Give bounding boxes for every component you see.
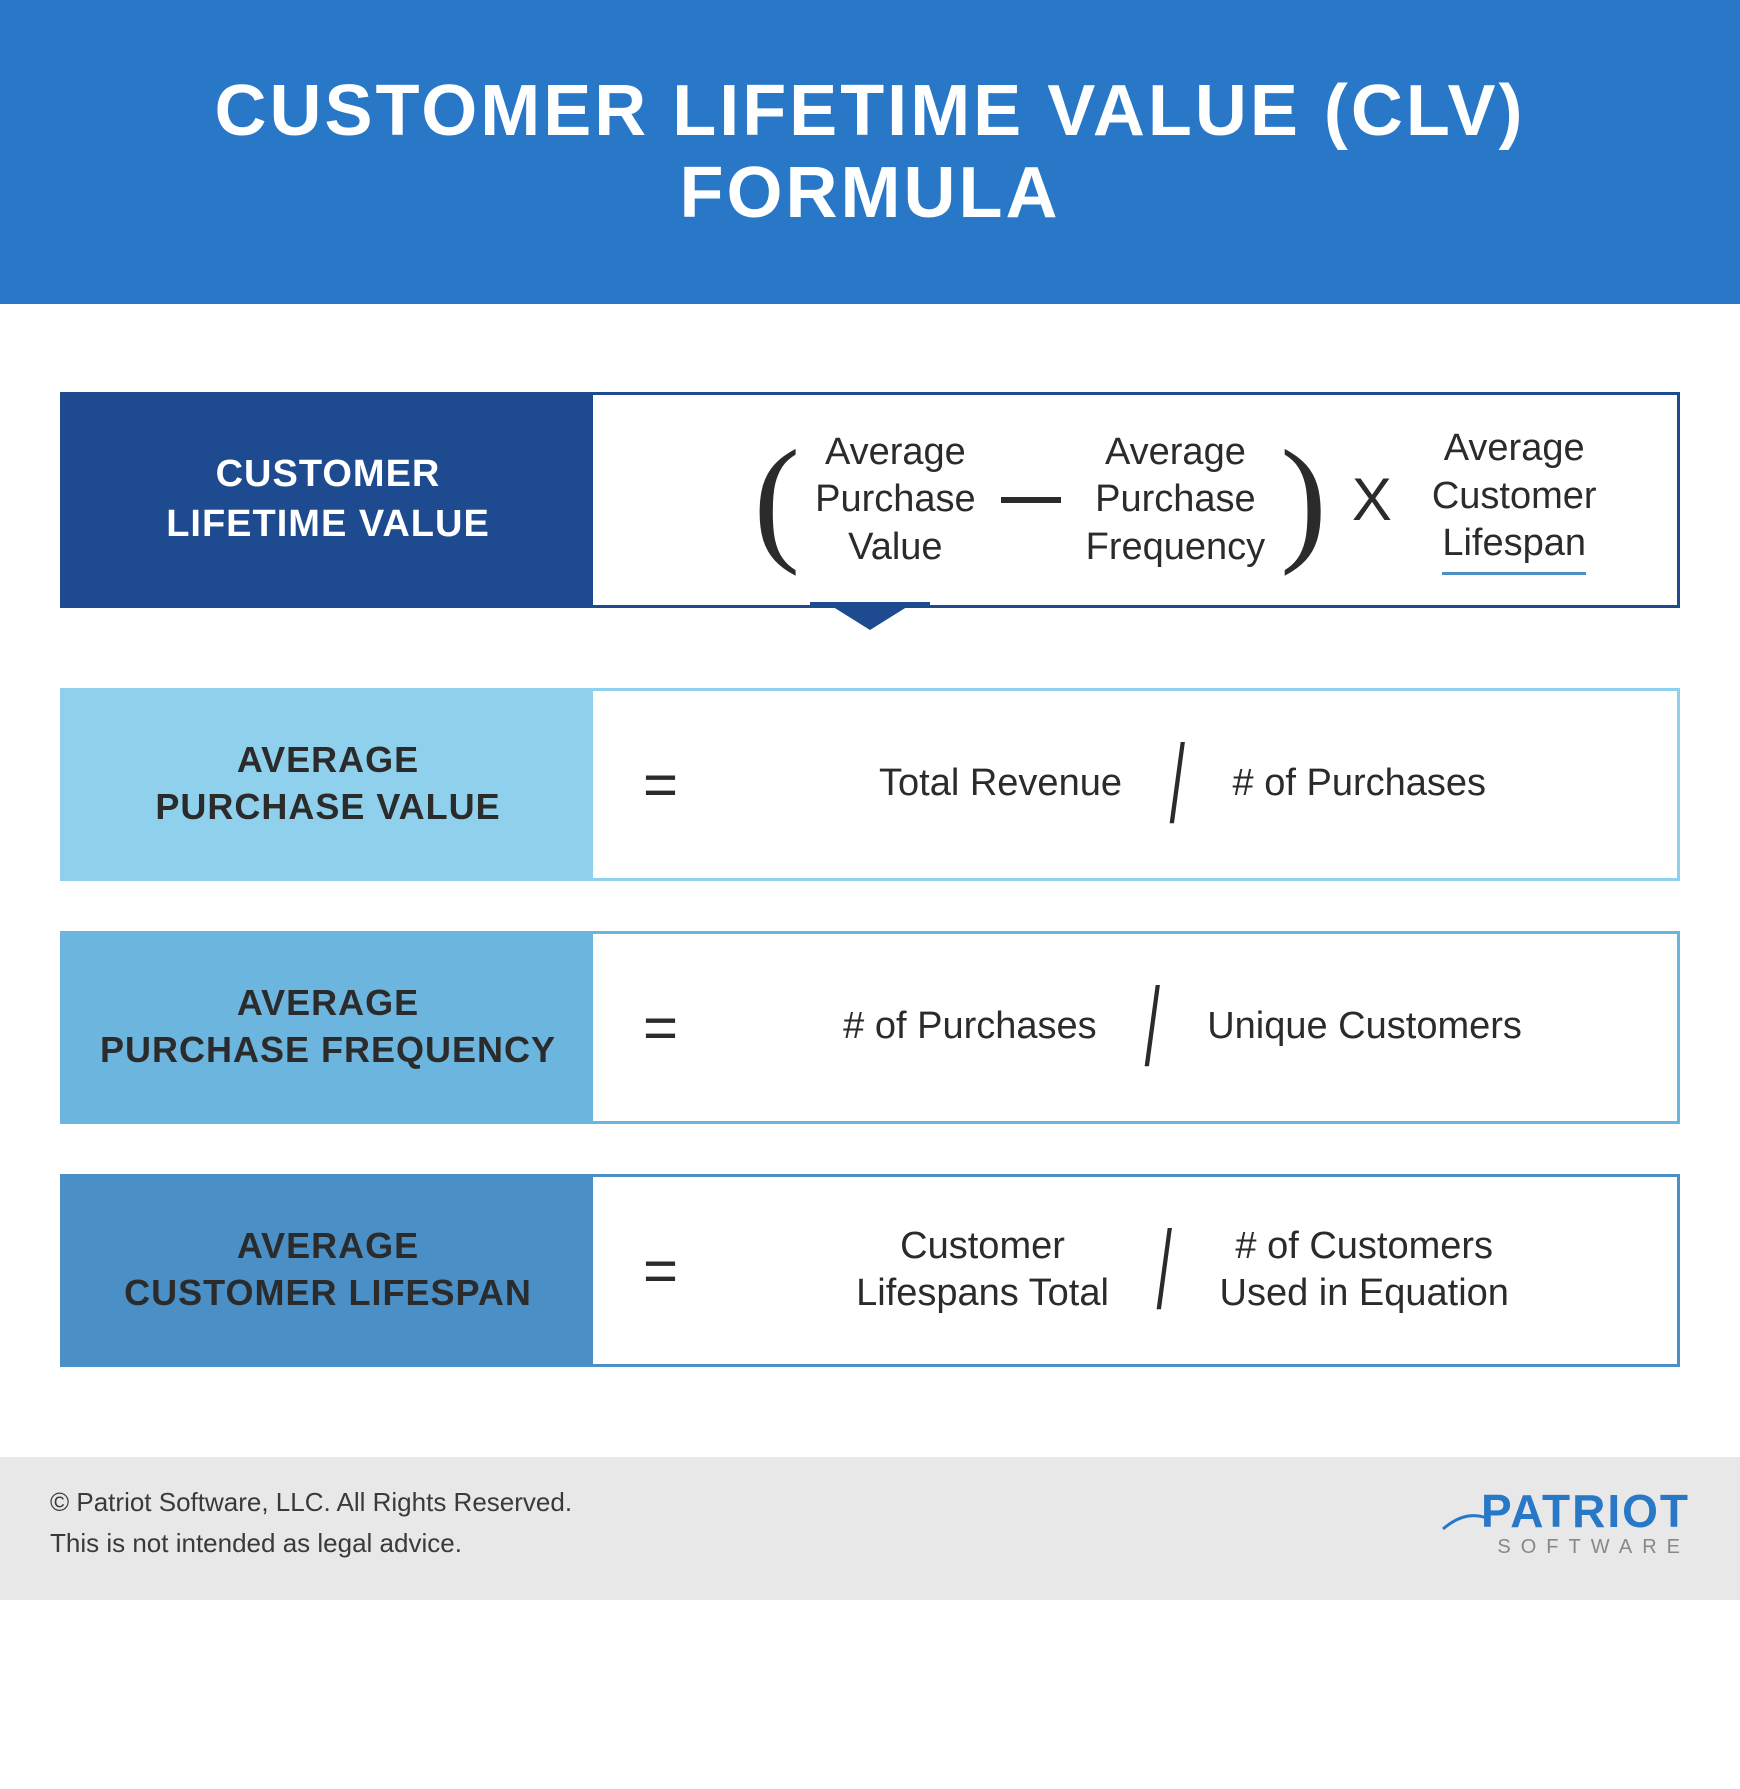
t3l1: Average	[1444, 427, 1585, 469]
acl-formula-body: Customer Lifespans Total / # of Customer…	[718, 1207, 1647, 1334]
footer: © Patriot Software, LLC. All Rights Rese…	[0, 1457, 1740, 1600]
apv-right: # of Purchases	[1218, 760, 1501, 808]
acl-right-l1: # of Customers	[1235, 1225, 1493, 1267]
clv-formula-body: ( Average Purchase Value Average Purchas…	[718, 425, 1647, 575]
formula-row-apf: AVERAGE PURCHASE FREQUENCY = # of Purcha…	[60, 931, 1680, 1124]
acl-right-l2: Used in Equation	[1220, 1272, 1509, 1314]
disclaimer-text: This is not intended as legal advice.	[50, 1523, 572, 1565]
equals-sign: =	[643, 750, 678, 819]
apf-label-text: AVERAGE PURCHASE FREQUENCY	[100, 980, 556, 1074]
logo: PATRIOT SOFTWARE	[1441, 1488, 1690, 1559]
clv-label-cell: CUSTOMER LIFETIME VALUE	[63, 395, 593, 605]
apv-l2: PURCHASE VALUE	[155, 786, 500, 827]
t1l3: Value	[848, 526, 942, 568]
logo-sub-text: SOFTWARE	[1497, 1536, 1690, 1559]
t1l1: Average	[825, 431, 966, 473]
gap	[60, 658, 1680, 688]
t3l2: Customer	[1432, 475, 1597, 517]
acl-formula-cell: = Customer Lifespans Total / # of Custom…	[593, 1177, 1677, 1364]
formula-row-acl: AVERAGE CUSTOMER LIFESPAN = Customer Lif…	[60, 1174, 1680, 1367]
clv-formula-cell: = ( Average Purchase Value Average Purch…	[593, 395, 1677, 605]
apf-left: # of Purchases	[828, 1003, 1111, 1051]
apv-formula-body: Total Revenue / # of Purchases	[718, 721, 1647, 848]
clv-label-l1: CUSTOMER	[216, 453, 441, 495]
infographic-container: CUSTOMER LIFETIME VALUE (CLV) FORMULA CU…	[0, 0, 1740, 1600]
slash-icon: /	[1157, 1207, 1172, 1334]
t2l3: Frequency	[1086, 526, 1266, 568]
logo-text: PATRIOT SOFTWARE	[1481, 1488, 1690, 1559]
acl-l1: AVERAGE	[237, 1225, 419, 1266]
apv-l1: AVERAGE	[237, 739, 419, 780]
equals-sign: =	[643, 1236, 678, 1305]
logo-swoosh-icon	[1441, 1499, 1491, 1539]
t2l1: Average	[1105, 431, 1246, 473]
apv-label-cell: AVERAGE PURCHASE VALUE	[63, 691, 593, 878]
acl-left-l1: Customer	[900, 1225, 1065, 1267]
acl-left-l2: Lifespans Total	[856, 1272, 1109, 1314]
content-area: CUSTOMER LIFETIME VALUE = ( Average Purc…	[0, 332, 1740, 1457]
apf-label-cell: AVERAGE PURCHASE FREQUENCY	[63, 934, 593, 1121]
footer-text: © Patriot Software, LLC. All Rights Rese…	[50, 1482, 572, 1565]
apf-l1: AVERAGE	[237, 982, 419, 1023]
t1l2: Purchase	[815, 478, 976, 520]
pointer-down-icon	[830, 605, 910, 630]
apf-right: Unique Customers	[1192, 1003, 1537, 1051]
equals-sign: =	[613, 465, 648, 534]
clv-label-l2: LIFETIME VALUE	[166, 503, 490, 545]
acl-left: Customer Lifespans Total	[841, 1223, 1124, 1318]
apv-left: Total Revenue	[864, 760, 1137, 808]
left-paren-icon: (	[753, 451, 800, 549]
equals-sign: =	[643, 993, 678, 1062]
copyright-text: © Patriot Software, LLC. All Rights Rese…	[50, 1482, 572, 1524]
formula-row-apv: AVERAGE PURCHASE VALUE = Total Revenue /…	[60, 688, 1680, 881]
times-icon: X	[1352, 465, 1392, 534]
formula-row-clv: CUSTOMER LIFETIME VALUE = ( Average Purc…	[60, 392, 1680, 608]
clv-label-text: CUSTOMER LIFETIME VALUE	[166, 450, 490, 549]
acl-l2: CUSTOMER LIFESPAN	[124, 1272, 532, 1313]
apv-formula-cell: = Total Revenue / # of Purchases	[593, 691, 1677, 878]
slash-icon: /	[1144, 964, 1159, 1091]
acl-label-cell: AVERAGE CUSTOMER LIFESPAN	[63, 1177, 593, 1364]
apv-label-text: AVERAGE PURCHASE VALUE	[155, 737, 500, 831]
logo-main-text: PATRIOT	[1481, 1488, 1690, 1534]
term-apf: Average Purchase Frequency	[1071, 429, 1281, 572]
minus-icon	[1001, 497, 1061, 503]
t3l3: Lifespan	[1442, 520, 1586, 575]
apf-formula-cell: = # of Purchases / Unique Customers	[593, 934, 1677, 1121]
term-apv: Average Purchase Value	[800, 429, 991, 572]
t2l2: Purchase	[1095, 478, 1256, 520]
slash-icon: /	[1170, 721, 1185, 848]
acl-right: # of Customers Used in Equation	[1205, 1223, 1524, 1318]
title-text: CUSTOMER LIFETIME VALUE (CLV) FORMULA	[215, 71, 1526, 233]
spacer	[0, 304, 1740, 332]
term-acl: Average Customer Lifespan	[1417, 425, 1612, 575]
apf-l2: PURCHASE FREQUENCY	[100, 1029, 556, 1070]
title-banner: CUSTOMER LIFETIME VALUE (CLV) FORMULA	[0, 0, 1740, 304]
acl-label-text: AVERAGE CUSTOMER LIFESPAN	[124, 1223, 532, 1317]
apf-formula-body: # of Purchases / Unique Customers	[718, 964, 1647, 1091]
right-paren-icon: )	[1280, 451, 1327, 549]
